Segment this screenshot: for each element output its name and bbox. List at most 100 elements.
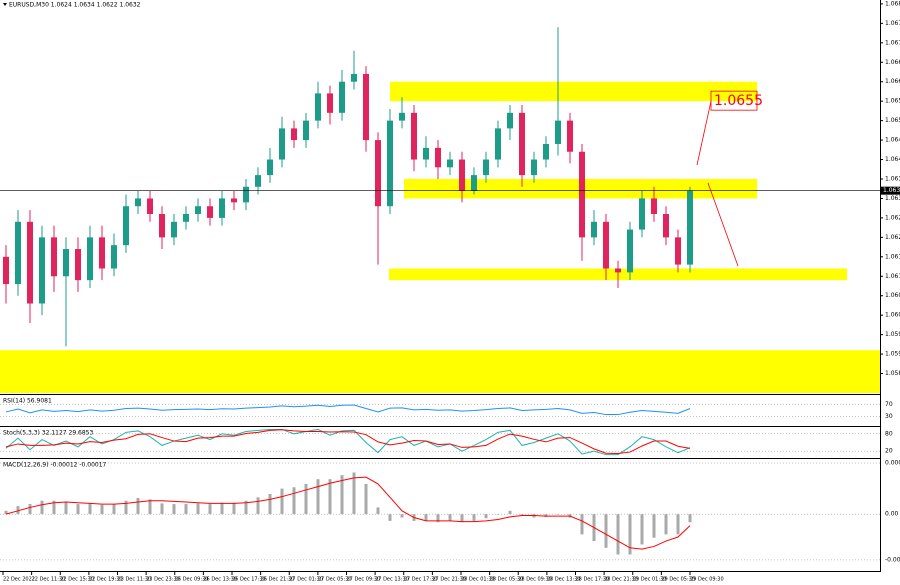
candle-body <box>15 221 21 285</box>
candle-body <box>411 112 417 160</box>
macd-bar <box>340 475 344 515</box>
rsi-line <box>5 404 691 416</box>
macd-bar <box>100 504 104 515</box>
candle-body <box>255 175 261 187</box>
candle-body <box>135 198 141 207</box>
macd-bar <box>124 500 128 515</box>
candle-body <box>267 159 273 176</box>
stoch-signal-line <box>5 429 691 455</box>
candle-body <box>435 147 441 168</box>
macd-bar <box>52 500 56 515</box>
macd-signal-line <box>5 476 691 550</box>
menu-triangle[interactable] <box>3 3 7 6</box>
candle-body <box>375 140 381 207</box>
macd-bar <box>196 503 200 515</box>
candle-body <box>363 73 369 141</box>
annotation-label: 1.0655 <box>714 93 763 109</box>
price-tick-label: 1.0635 <box>885 175 900 182</box>
macd-bar <box>208 504 212 515</box>
candle-body <box>75 249 81 281</box>
current-price-label: 1.0632 <box>883 187 900 194</box>
time-label: 28 Dec 21:30 <box>604 577 638 583</box>
macd-bar <box>544 514 548 517</box>
candle-body <box>639 198 645 230</box>
time-label: 22 Dec 15:30 <box>60 577 94 583</box>
level-label: 30 <box>885 413 893 420</box>
macd-bar <box>352 472 356 515</box>
macd-bar <box>256 497 260 515</box>
candle-body <box>291 128 297 141</box>
candle-body <box>579 151 585 238</box>
macd-bar <box>76 504 80 515</box>
candle-body <box>219 198 225 218</box>
macd-bar <box>136 498 140 515</box>
candle-body <box>603 221 609 269</box>
candle-body <box>39 237 45 304</box>
price-tick-label: 1.0590 <box>885 351 900 358</box>
candle-body <box>315 93 321 121</box>
candle-body <box>399 112 405 121</box>
macd-bar <box>640 514 644 545</box>
time-label: 29 Dec 09:30 <box>690 577 724 583</box>
macd-bar <box>316 479 320 515</box>
macd-bar <box>292 487 296 515</box>
candle-body <box>27 221 33 304</box>
candle-body <box>591 221 597 238</box>
level-label: -0.00068 <box>885 556 900 563</box>
macd-bar <box>688 514 692 523</box>
macd-bar <box>424 514 428 521</box>
candle-body <box>663 214 669 238</box>
support-resistance-zone <box>0 350 880 393</box>
macd-bar <box>364 483 368 515</box>
stoch-title: Stoch(5,3,3) 32.1127 29.6853 <box>3 430 94 437</box>
price-tick-label: 1.0655 <box>885 98 900 105</box>
level-label: 0.00076 <box>885 460 900 467</box>
time-label: 27 Dec 13:30 <box>375 577 409 583</box>
macd-bar <box>484 514 488 519</box>
time-label: 29 Dec 01:30 <box>633 577 667 583</box>
macd-bar <box>508 510 512 515</box>
macd-bar <box>400 514 404 518</box>
candle-body <box>531 159 537 176</box>
candle-body <box>495 128 501 160</box>
price-tick-label: 1.0640 <box>885 156 900 163</box>
macd-bar <box>88 503 92 515</box>
macd-bar <box>4 510 8 515</box>
macd-title: MACD(12,26,9) -0.00012 -0.00017 <box>3 462 107 469</box>
candle-body <box>555 120 561 144</box>
symbol-header: EURUSD,M30 1.0624 1.0634 1.0622 1.0632 <box>9 2 141 9</box>
macd-bar <box>220 502 224 515</box>
candle-body <box>351 73 357 82</box>
candle-body <box>615 268 621 273</box>
macd-bar <box>232 502 236 515</box>
level-label: 80 <box>885 430 893 437</box>
candle-body <box>243 186 249 203</box>
price-tick-label: 1.0645 <box>885 137 900 144</box>
candle-body <box>507 112 513 129</box>
support-resistance-zone <box>390 81 757 102</box>
macd-bar <box>604 514 608 548</box>
candle-body <box>303 120 309 141</box>
price-tick-label: 1.0675 <box>885 20 900 27</box>
arrow-down <box>707 182 739 267</box>
candle-body <box>651 198 657 215</box>
macd-bar <box>472 514 476 521</box>
rsi-title: RSI(14) 56.9081 <box>3 398 52 405</box>
candle-body <box>447 159 453 168</box>
time-label: 26 Dec 13:30 <box>203 577 237 583</box>
macd-bar <box>328 479 332 515</box>
time-label: 29 Dec 05:30 <box>661 577 695 583</box>
time-label: 23 Dec 11:30 <box>118 577 152 583</box>
candle-body <box>675 237 681 265</box>
time-label: 26 Dec 17:30 <box>232 577 266 583</box>
price-tick-label: 1.0650 <box>885 117 900 124</box>
level-label: 70 <box>885 401 893 408</box>
price-tick-label: 1.0630 <box>885 195 900 202</box>
time-label: 28 Dec 13:30 <box>547 577 581 583</box>
candle-body <box>327 93 333 113</box>
candle-body <box>279 128 285 160</box>
macd-bar <box>388 514 392 521</box>
macd-bar <box>304 483 308 515</box>
time-label: 26 Dec 21:30 <box>261 577 295 583</box>
